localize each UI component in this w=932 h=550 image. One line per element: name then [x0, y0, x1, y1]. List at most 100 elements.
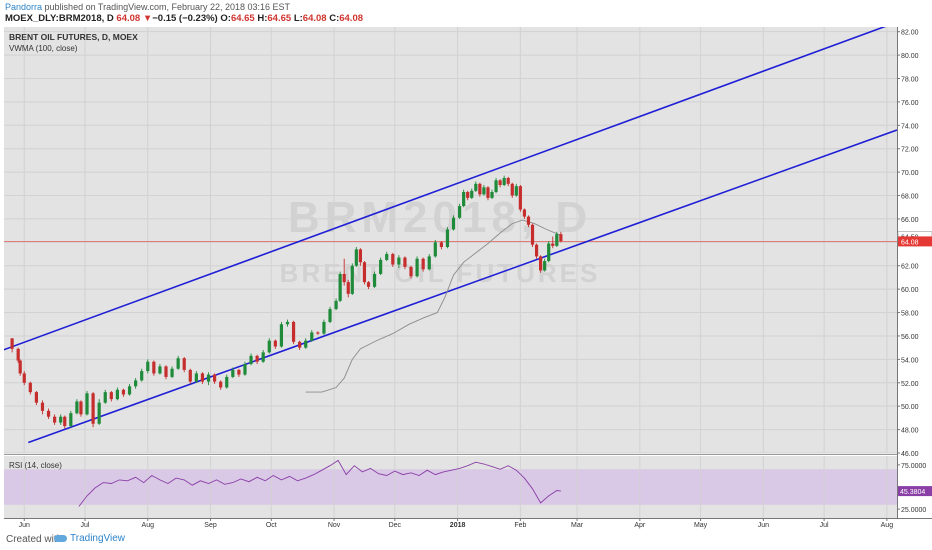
candle[interactable] — [478, 182, 482, 197]
candle[interactable] — [421, 257, 425, 272]
candle[interactable] — [75, 399, 79, 415]
candle[interactable] — [555, 231, 559, 248]
candle[interactable] — [158, 364, 162, 375]
candle[interactable] — [551, 236, 555, 249]
candle[interactable] — [482, 184, 486, 196]
candle[interactable] — [16, 347, 20, 363]
candle[interactable] — [97, 399, 101, 425]
candle[interactable] — [285, 319, 290, 327]
candle[interactable] — [310, 330, 314, 342]
candle[interactable] — [391, 252, 395, 267]
candle[interactable] — [109, 390, 113, 402]
candle[interactable] — [40, 400, 45, 415]
candle[interactable] — [291, 320, 296, 345]
symbol-name[interactable]: MOEX_DLY:BRM2018, D — [5, 13, 114, 24]
candle[interactable] — [63, 415, 67, 429]
candle[interactable] — [439, 241, 443, 250]
candle[interactable] — [219, 380, 223, 390]
candle[interactable] — [474, 181, 478, 193]
candle[interactable] — [273, 339, 277, 349]
candle[interactable] — [188, 368, 192, 384]
candle[interactable] — [279, 321, 284, 348]
candle[interactable] — [346, 279, 350, 298]
candle[interactable] — [372, 271, 377, 288]
main-pane[interactable] — [4, 27, 897, 453]
candle[interactable] — [486, 186, 490, 201]
candle[interactable] — [451, 215, 456, 231]
candle[interactable] — [46, 408, 51, 420]
candle[interactable] — [212, 373, 217, 384]
candle[interactable] — [415, 256, 419, 278]
price-chart[interactable]: BRM2018, D BRENT OIL FUTURES BRENT OIL F… — [0, 26, 932, 530]
candle[interactable] — [379, 257, 383, 276]
candle[interactable] — [334, 298, 338, 311]
candle[interactable] — [225, 374, 229, 389]
candle[interactable] — [362, 261, 367, 285]
price-axis[interactable] — [897, 27, 932, 518]
candle[interactable] — [502, 175, 506, 187]
candle[interactable] — [385, 251, 389, 262]
candle[interactable] — [338, 271, 342, 303]
candle[interactable] — [53, 414, 57, 425]
candle[interactable] — [427, 254, 431, 271]
candle[interactable] — [69, 410, 73, 428]
candle[interactable] — [518, 184, 522, 212]
candle[interactable] — [316, 331, 320, 335]
candle[interactable] — [530, 223, 535, 248]
candle[interactable] — [490, 189, 494, 200]
candle[interactable] — [522, 208, 527, 219]
candle[interactable] — [267, 338, 271, 354]
candle[interactable] — [547, 241, 551, 263]
candle[interactable] — [18, 359, 22, 376]
candle[interactable] — [237, 368, 241, 377]
candle[interactable] — [498, 179, 502, 188]
candle[interactable] — [261, 350, 265, 363]
candle[interactable] — [146, 359, 150, 374]
candle[interactable] — [28, 381, 32, 395]
tradingview-logo[interactable]: TradingView — [54, 533, 125, 544]
candle[interactable] — [526, 215, 531, 228]
candle[interactable] — [164, 365, 168, 380]
channel-lower-line[interactable] — [28, 129, 897, 444]
candle[interactable] — [249, 353, 253, 366]
candle[interactable] — [462, 189, 466, 208]
candle[interactable] — [328, 306, 332, 324]
candle[interactable] — [298, 340, 302, 351]
candle[interactable] — [79, 400, 83, 417]
candle[interactable] — [121, 388, 126, 397]
candle[interactable] — [445, 227, 450, 249]
candle[interactable] — [397, 255, 401, 269]
candle[interactable] — [342, 258, 346, 286]
candle[interactable] — [458, 203, 462, 219]
candle[interactable] — [206, 372, 211, 386]
candle[interactable] — [466, 190, 470, 201]
candle[interactable] — [354, 247, 358, 267]
candle[interactable] — [200, 372, 205, 384]
candle[interactable] — [539, 255, 543, 273]
candle[interactable] — [243, 361, 247, 376]
candle[interactable] — [91, 392, 95, 428]
candle[interactable] — [10, 338, 14, 353]
candle[interactable] — [194, 371, 198, 383]
candle[interactable] — [231, 367, 235, 379]
candle[interactable] — [409, 265, 413, 279]
candle[interactable] — [59, 414, 63, 425]
candle[interactable] — [22, 371, 26, 386]
candle[interactable] — [85, 390, 89, 416]
candle[interactable] — [134, 378, 138, 389]
channel-upper-line[interactable] — [0, 26, 887, 351]
candle[interactable] — [470, 188, 474, 200]
candle[interactable] — [176, 355, 180, 370]
candle[interactable] — [103, 389, 107, 404]
time-axis[interactable] — [4, 518, 897, 530]
candle[interactable] — [534, 243, 539, 259]
candle[interactable] — [304, 338, 308, 349]
candle[interactable] — [140, 368, 144, 382]
candle[interactable] — [350, 263, 354, 296]
candle[interactable] — [559, 231, 563, 243]
candle[interactable] — [358, 248, 362, 266]
candle[interactable] — [255, 354, 259, 365]
candle[interactable] — [152, 360, 156, 376]
candle[interactable] — [115, 387, 119, 401]
candle[interactable] — [182, 357, 186, 373]
